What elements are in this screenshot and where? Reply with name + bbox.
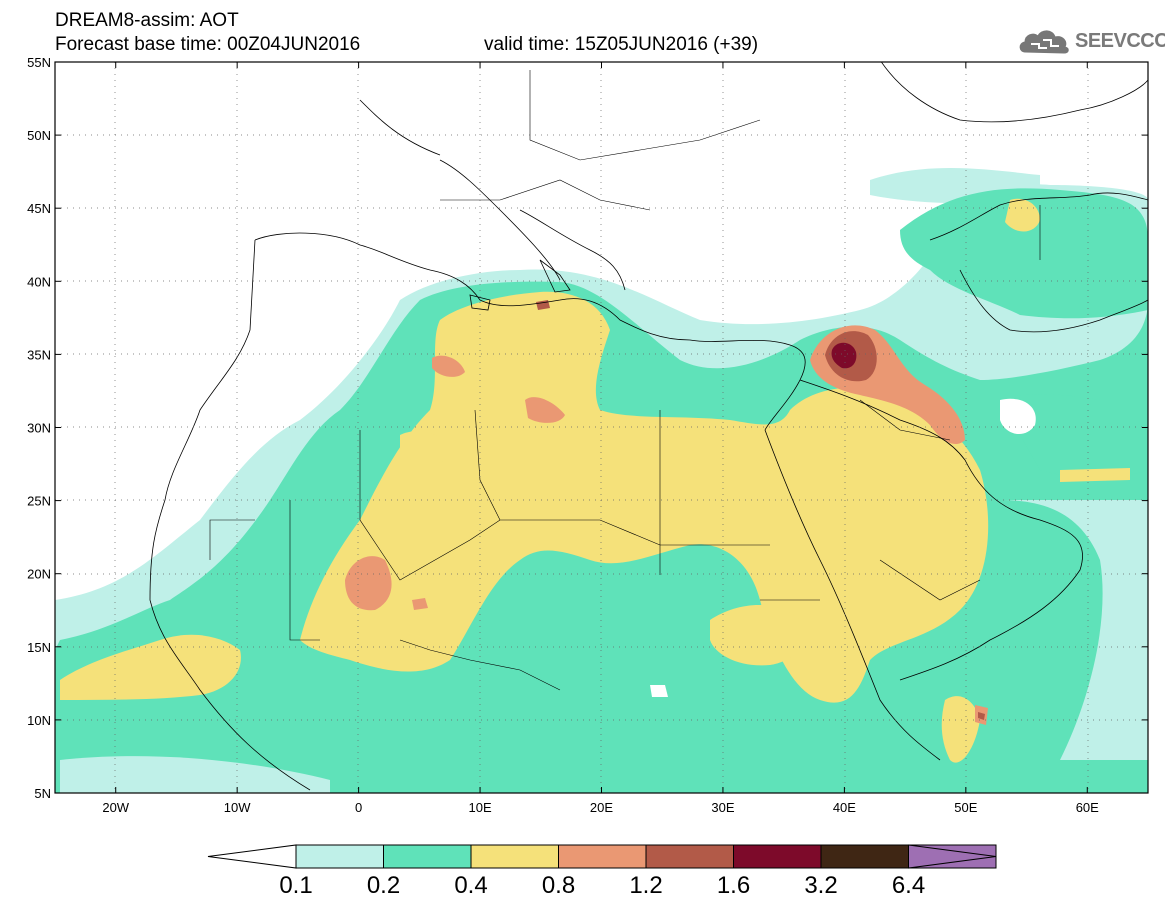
colorbar-box: [558, 844, 647, 869]
colorbar-label: 0.1: [279, 872, 312, 899]
lat-tick-label: 55N: [27, 55, 51, 70]
lon-tick-label: 50E: [954, 800, 977, 815]
colorbar-box: [295, 844, 384, 869]
lon-tick-label: 10W: [224, 800, 251, 815]
cloud-icon: [1019, 30, 1069, 54]
lon-tick-label: 30E: [711, 800, 734, 815]
colorbar-label: 1.6: [717, 872, 750, 899]
aot-low-patches: [60, 500, 1148, 793]
lon-axis: 20W 10W 0 10E 20E 30E 40E 50E 60E: [102, 62, 1099, 815]
lon-tick-label: 0: [355, 800, 362, 815]
lat-tick-label: 45N: [27, 201, 51, 216]
lat-tick-label: 20N: [27, 567, 51, 582]
colorbar-box: [820, 844, 909, 869]
lon-tick-label: 40E: [833, 800, 856, 815]
colorbar-label: 3.2: [804, 872, 837, 899]
lat-tick-label: 50N: [27, 128, 51, 143]
colorbar-arrow-low: [207, 844, 297, 869]
colorbar-label: 0.2: [367, 872, 400, 899]
logo-text: SEEVCCC: [1075, 30, 1165, 52]
colorbar-label: 0.4: [454, 872, 487, 899]
lat-tick-label: 25N: [27, 494, 51, 509]
colorbar-box: [470, 844, 559, 869]
colorbar-box: [645, 844, 734, 869]
valid-time: valid time: 15Z05JUN2016 (+39): [484, 34, 759, 55]
colorbar-label: 6.4: [892, 872, 925, 899]
lat-tick-label: 35N: [27, 347, 51, 362]
lon-tick-label: 20E: [590, 800, 613, 815]
aot-clear-patches: [650, 398, 1036, 697]
map-title: DREAM8-assim: AOT: [55, 10, 239, 31]
aot-band-1.6-3.2: [831, 342, 857, 369]
colorbar-label: 1.2: [629, 872, 662, 899]
lat-tick-label: 15N: [27, 640, 51, 655]
lon-tick-label: 60E: [1076, 800, 1099, 815]
lat-tick-label: 30N: [27, 421, 51, 436]
lon-tick-label: 10E: [468, 800, 491, 815]
colorbar: 0.1 0.2 0.4 0.8 1.2 1.6 3.2 6.4: [207, 844, 997, 899]
lat-lon-grid: [55, 62, 1148, 793]
lat-axis: 55N 50N 45N 40N 35N 30N 25N 20N 15N 10N 5N: [27, 55, 1148, 801]
lat-tick-label: 10N: [27, 713, 51, 728]
lat-tick-label: 5N: [34, 786, 51, 801]
colorbar-label: 0.8: [542, 872, 575, 899]
colorbar-arrow-high: [908, 844, 997, 869]
plot-area: [55, 62, 1148, 793]
lat-tick-label: 40N: [27, 274, 51, 289]
colorbar-box: [733, 844, 822, 869]
forecast-base-time: Forecast base time: 00Z04JUN2016: [55, 34, 361, 55]
colorbar-box: [383, 844, 472, 869]
coastlines: [149, 62, 1148, 791]
country-borders: [209, 70, 1041, 691]
lon-tick-label: 20W: [102, 800, 129, 815]
seevccc-logo: SEEVCCC: [1017, 26, 1165, 56]
